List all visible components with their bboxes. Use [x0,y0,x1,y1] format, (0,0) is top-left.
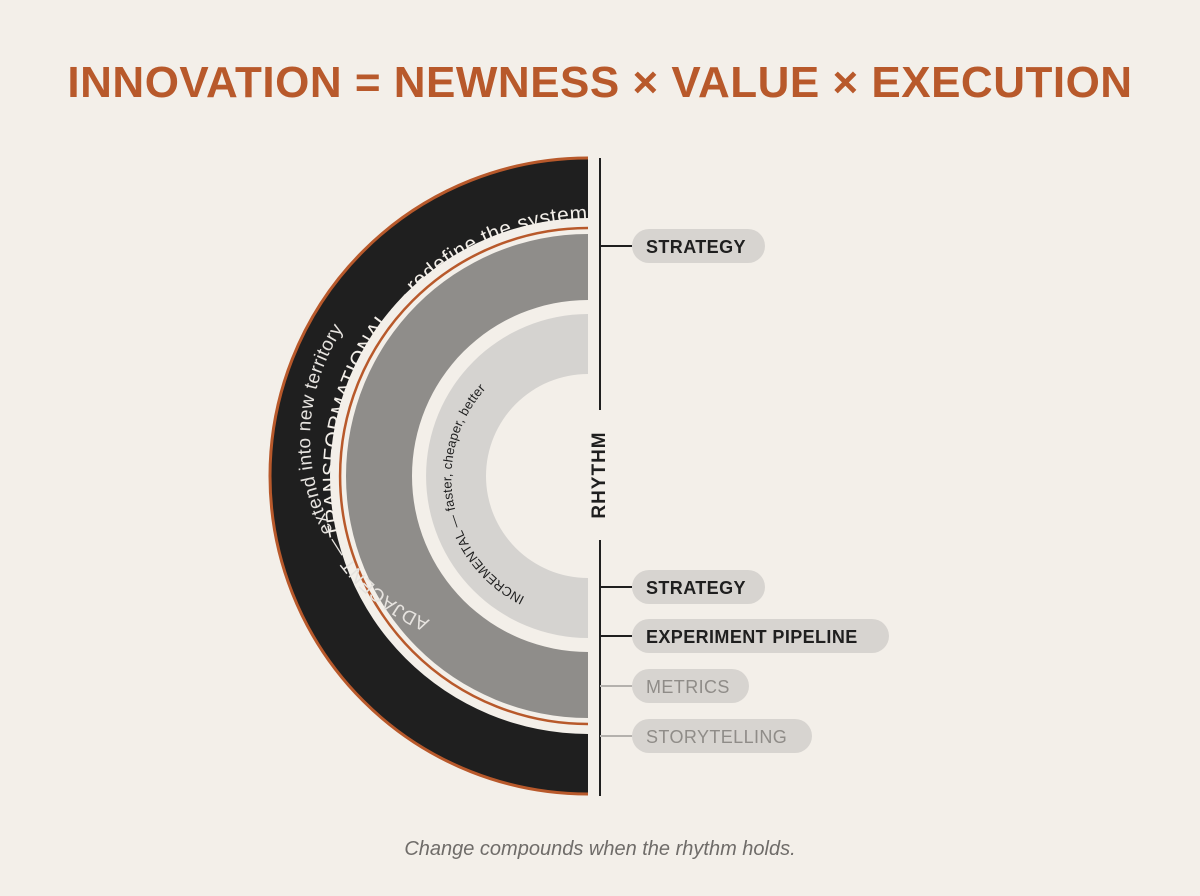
pill-label: STORYTELLING [646,727,787,747]
pill-background [632,619,889,653]
pill-experiment-pipeline[interactable]: EXPERIMENT PIPELINE [600,619,889,653]
pill-background [632,669,749,703]
pill-background [632,570,765,604]
pill-background [632,229,765,263]
ring-incremental [426,314,588,638]
pill-strategy-top[interactable]: STRATEGY [600,229,765,263]
ring-transformational-border [268,156,589,796]
pill-background [632,719,812,753]
pill-label: EXPERIMENT PIPELINE [646,627,858,647]
pill-storytelling[interactable]: STORYTELLING [600,719,812,753]
pill-label: METRICS [646,677,730,697]
caption: Change compounds when the rhythm holds. [404,838,796,860]
pill-metrics[interactable]: METRICS [600,669,749,703]
page-title: INNOVATION = NEWNESS × VALUE × EXECUTION [67,58,1133,107]
rhythm-axis-label: RHYTHM [589,431,610,518]
pill-strategy-bottom[interactable]: STRATEGY [600,570,765,604]
pill-label: STRATEGY [646,237,746,257]
ring-transformational-inner-border [338,226,589,726]
ring-adjacent [346,234,588,718]
pill-label: STRATEGY [646,578,746,598]
ring-transformational [270,158,588,794]
